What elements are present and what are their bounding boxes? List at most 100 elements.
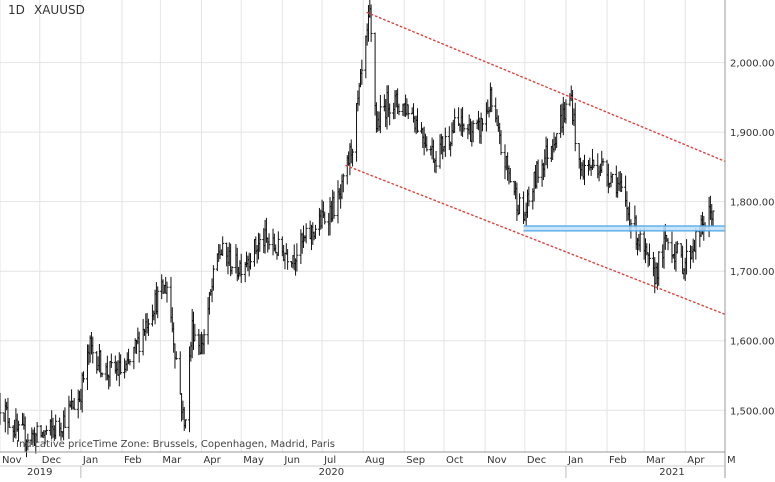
ohlc-bar (267, 233, 271, 250)
ohlc-bar (573, 102, 577, 152)
ohlc-bar (230, 266, 234, 275)
ohlc-bar (666, 238, 670, 251)
ohlc-bar (518, 193, 522, 215)
ohlc-bar (258, 233, 262, 252)
ohlc-bar (647, 243, 651, 266)
ohlc-bar (304, 223, 308, 244)
ohlc-bar (527, 186, 531, 207)
ohlc-bar (490, 86, 494, 113)
ohlc-bar (694, 228, 698, 260)
ohlc-bar (378, 94, 382, 134)
ohlc-bar (620, 173, 624, 193)
ohlc-bar (82, 371, 86, 383)
ohlc-bar (26, 433, 30, 451)
ohlc-bar (146, 318, 150, 337)
symbol-label[interactable]: XAUUSD (34, 3, 85, 17)
ohlc-bar (638, 228, 642, 252)
ohlc-bar (564, 99, 568, 124)
x-tick-label: Jul (323, 455, 336, 466)
ohlc-bar (17, 420, 21, 442)
ohlc-bar (416, 108, 420, 133)
ohlc-bar (128, 359, 132, 366)
ohlc-bar (388, 103, 392, 126)
x-tick-label: Apr (687, 455, 705, 466)
year-label: 2021 (659, 467, 684, 478)
y-tick-label: 1,900.00 (730, 128, 775, 139)
timezone-label: Time Zone: Brussels, Copenhagen, Madrid,… (93, 439, 335, 450)
ohlc-bar (462, 123, 466, 132)
ohlc-bar (351, 148, 355, 167)
ohlc-bar (141, 318, 145, 356)
ohlc-bar (0, 392, 2, 425)
ohlc-bar (657, 251, 661, 286)
ohlc-bar (711, 210, 715, 227)
ohlc-bar (249, 253, 253, 270)
ohlc-bar (360, 59, 364, 85)
support-zone (523, 226, 725, 231)
ohlc-bar (178, 351, 182, 395)
ohlc-bar (425, 136, 429, 152)
ohlc-bar (508, 167, 512, 183)
x-tick-label: Nov (2, 455, 22, 466)
ohlc-bar (184, 419, 188, 429)
ohlc-bar (295, 243, 299, 272)
ohlc-bar (239, 253, 243, 283)
ohlc-bar (286, 249, 290, 270)
ohlc-bar (100, 372, 104, 378)
x-tick-label: Dec (527, 455, 546, 466)
ohlc-bar (369, 4, 373, 42)
ohlc-bar (137, 331, 141, 363)
x-tick-label: Jan (82, 455, 98, 466)
ohlc-bar (397, 103, 401, 116)
ohlc-bar (63, 407, 67, 428)
y-tick-label: 1,800.00 (730, 198, 775, 209)
x-tick-label: Feb (609, 455, 627, 466)
ohlc-bar (406, 104, 410, 120)
ohlc-bar (35, 422, 39, 443)
ohlc-bar (156, 286, 160, 319)
price-bars (0, 0, 715, 458)
ohlc-bar (555, 133, 559, 149)
x-tick-label: Oct (446, 455, 463, 466)
ohlc-bar (592, 159, 596, 169)
ohlc-bar (7, 417, 11, 428)
ohlc-bar (202, 329, 206, 355)
x-tick-label: Jun (283, 455, 300, 466)
ohlc-bar (499, 130, 503, 156)
x-tick-label: Sep (406, 455, 425, 466)
y-tick-label: 1,700.00 (730, 267, 775, 278)
ohlc-bar (545, 138, 549, 169)
ohlc-bar (443, 127, 447, 157)
x-tick-label: Jan (567, 455, 583, 466)
red-trendline (345, 164, 726, 316)
ohlc-bar (453, 108, 457, 133)
ohlc-bar (221, 236, 225, 257)
ohlc-bar (480, 118, 484, 132)
price-type-label: Indicative price (16, 439, 93, 450)
x-tick-label: Nov (487, 455, 507, 466)
x-tick-label: Mar (162, 455, 182, 466)
ohlc-bar (341, 173, 345, 193)
ohlc-bar (193, 323, 197, 342)
ohlc-bar (72, 397, 76, 410)
x-tick-label: Aug (365, 455, 385, 466)
timeframe-label[interactable]: 1D (8, 3, 25, 17)
ohlc-bar (165, 281, 169, 303)
ohlc-bar (313, 224, 317, 239)
ohlc-bar (675, 240, 679, 254)
red-trendline (366, 11, 726, 163)
ohlc-bar (211, 265, 215, 291)
ohlc-bar (685, 239, 689, 275)
ohlc-bar (54, 414, 58, 440)
x-tick-label: M (727, 455, 736, 466)
ohlc-bar (119, 354, 123, 375)
year-label: 2019 (27, 467, 52, 478)
annotations (345, 11, 726, 316)
ohlc-bar (610, 173, 614, 184)
ohlc-bar (601, 158, 605, 166)
ohlc-bar (536, 159, 540, 183)
ohlc-bar (44, 425, 48, 435)
